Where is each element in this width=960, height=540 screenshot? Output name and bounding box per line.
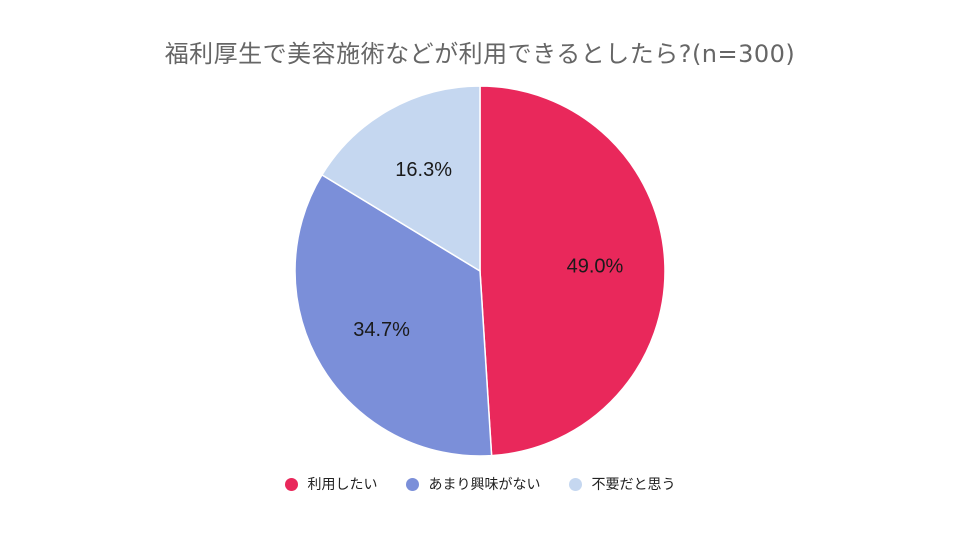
legend-label: 不要だと思う [591, 477, 676, 493]
pie-slice[interactable] [294, 173, 493, 457]
legend-item[interactable]: 不要だと思う [568, 474, 676, 494]
legend-item[interactable]: 利用したい [284, 474, 378, 494]
pie-slice[interactable] [320, 85, 481, 273]
legend-label: 利用したい [307, 477, 378, 493]
slice-data-label: 16.3% [395, 159, 452, 181]
legend-label: あまり興味がない [428, 477, 541, 493]
legend-swatch [405, 477, 419, 491]
legend-item[interactable]: あまり興味がない [405, 474, 541, 494]
legend-swatch [568, 477, 582, 491]
slice-data-label: 49.0% [567, 256, 624, 278]
pie-slice[interactable] [479, 85, 666, 457]
legend-swatch [284, 477, 298, 491]
legend: 利用したい あまり興味がない 不要だと思う [0, 474, 960, 494]
slice-data-label: 34.7% [353, 319, 410, 341]
chart-title: 福利厚生で美容施術などが利用できるとしたら?(n=300) [164, 40, 796, 68]
